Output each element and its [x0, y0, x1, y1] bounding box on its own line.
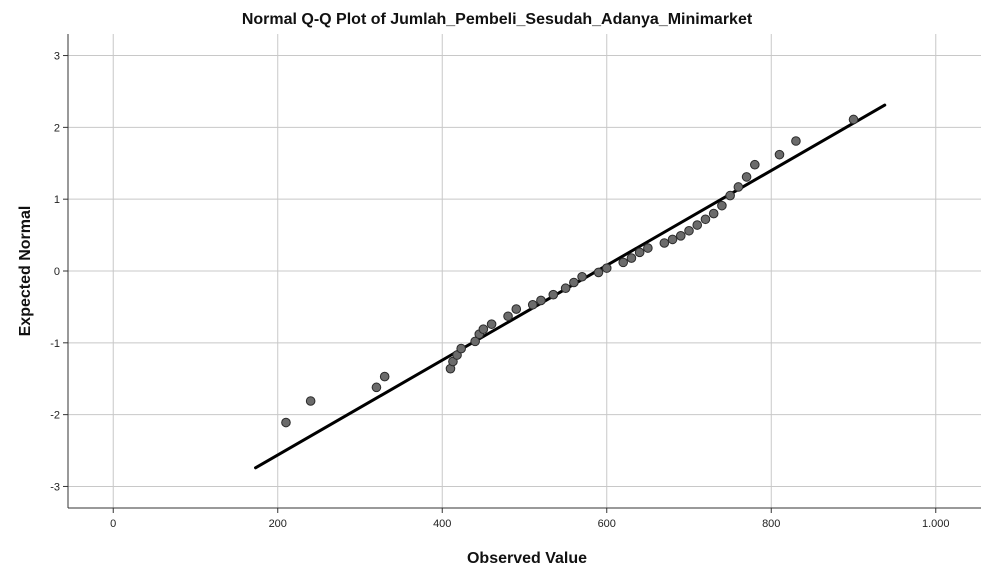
data-point-13 [511, 304, 522, 314]
x-tick-label-2: 400 [433, 518, 451, 530]
x-axis-label: Observed Value [467, 550, 587, 567]
data-point-40 [848, 114, 859, 125]
data-point-38 [774, 149, 785, 160]
grid [68, 34, 981, 508]
data-point-30 [692, 220, 703, 230]
data-point-16 [548, 289, 559, 300]
data-point-33 [717, 200, 727, 211]
data-point-35 [733, 182, 744, 192]
data-point-21 [601, 263, 612, 273]
data-point-1 [305, 396, 316, 406]
y-tick-label-5: -2 [50, 410, 60, 422]
data-point-18 [569, 277, 579, 288]
data-points [281, 114, 859, 428]
data-point-34 [725, 190, 735, 201]
y-tick-label-0: 3 [54, 51, 60, 63]
data-point-31 [700, 214, 711, 225]
data-point-25 [643, 243, 653, 253]
y-tick-label-3: 0 [54, 266, 60, 278]
y-tick-label-6: -3 [50, 481, 60, 493]
data-point-36 [741, 172, 752, 182]
data-point-15 [536, 295, 546, 306]
data-point-29 [684, 225, 694, 236]
data-point-23 [626, 253, 637, 263]
data-point-11 [486, 319, 497, 329]
data-point-24 [634, 247, 645, 258]
y-tick-label-4: -1 [50, 338, 60, 350]
x-tick-label-1: 200 [269, 518, 287, 530]
data-point-28 [675, 231, 686, 241]
data-point-39 [791, 136, 801, 146]
y-tick-label-1: 2 [54, 122, 60, 134]
data-point-12 [503, 311, 513, 322]
data-point-10 [478, 324, 489, 334]
data-point-26 [659, 238, 670, 248]
data-point-37 [750, 159, 760, 170]
x-tick-label-5: 1.000 [922, 518, 950, 530]
data-point-20 [593, 267, 604, 278]
data-point-19 [577, 271, 587, 282]
x-tick-label-3: 600 [598, 518, 616, 530]
data-point-17 [560, 283, 571, 294]
data-point-27 [667, 234, 678, 245]
data-point-8 [470, 336, 480, 347]
data-point-7 [456, 343, 466, 354]
data-point-22 [618, 257, 629, 268]
data-point-0 [281, 417, 291, 428]
data-point-32 [708, 208, 719, 219]
data-point-2 [371, 382, 382, 393]
reference-line-group [254, 103, 887, 470]
data-point-3 [379, 371, 390, 382]
chart-title: Normal Q-Q Plot of Jumlah_Pembeli_Sesuda… [242, 11, 753, 28]
reference-line [254, 103, 887, 470]
data-point-14 [527, 299, 538, 310]
y-axis-label: Expected Normal [17, 206, 34, 337]
x-tick-label-4: 800 [762, 518, 780, 530]
y-tick-label-2: 1 [54, 194, 60, 206]
x-axis-ticks: 0 200 400 600 800 1.000 [110, 508, 950, 530]
x-tick-label-0: 0 [110, 518, 116, 530]
y-axis-ticks: 3 2 1 0 -1 -2 -3 [50, 51, 68, 493]
